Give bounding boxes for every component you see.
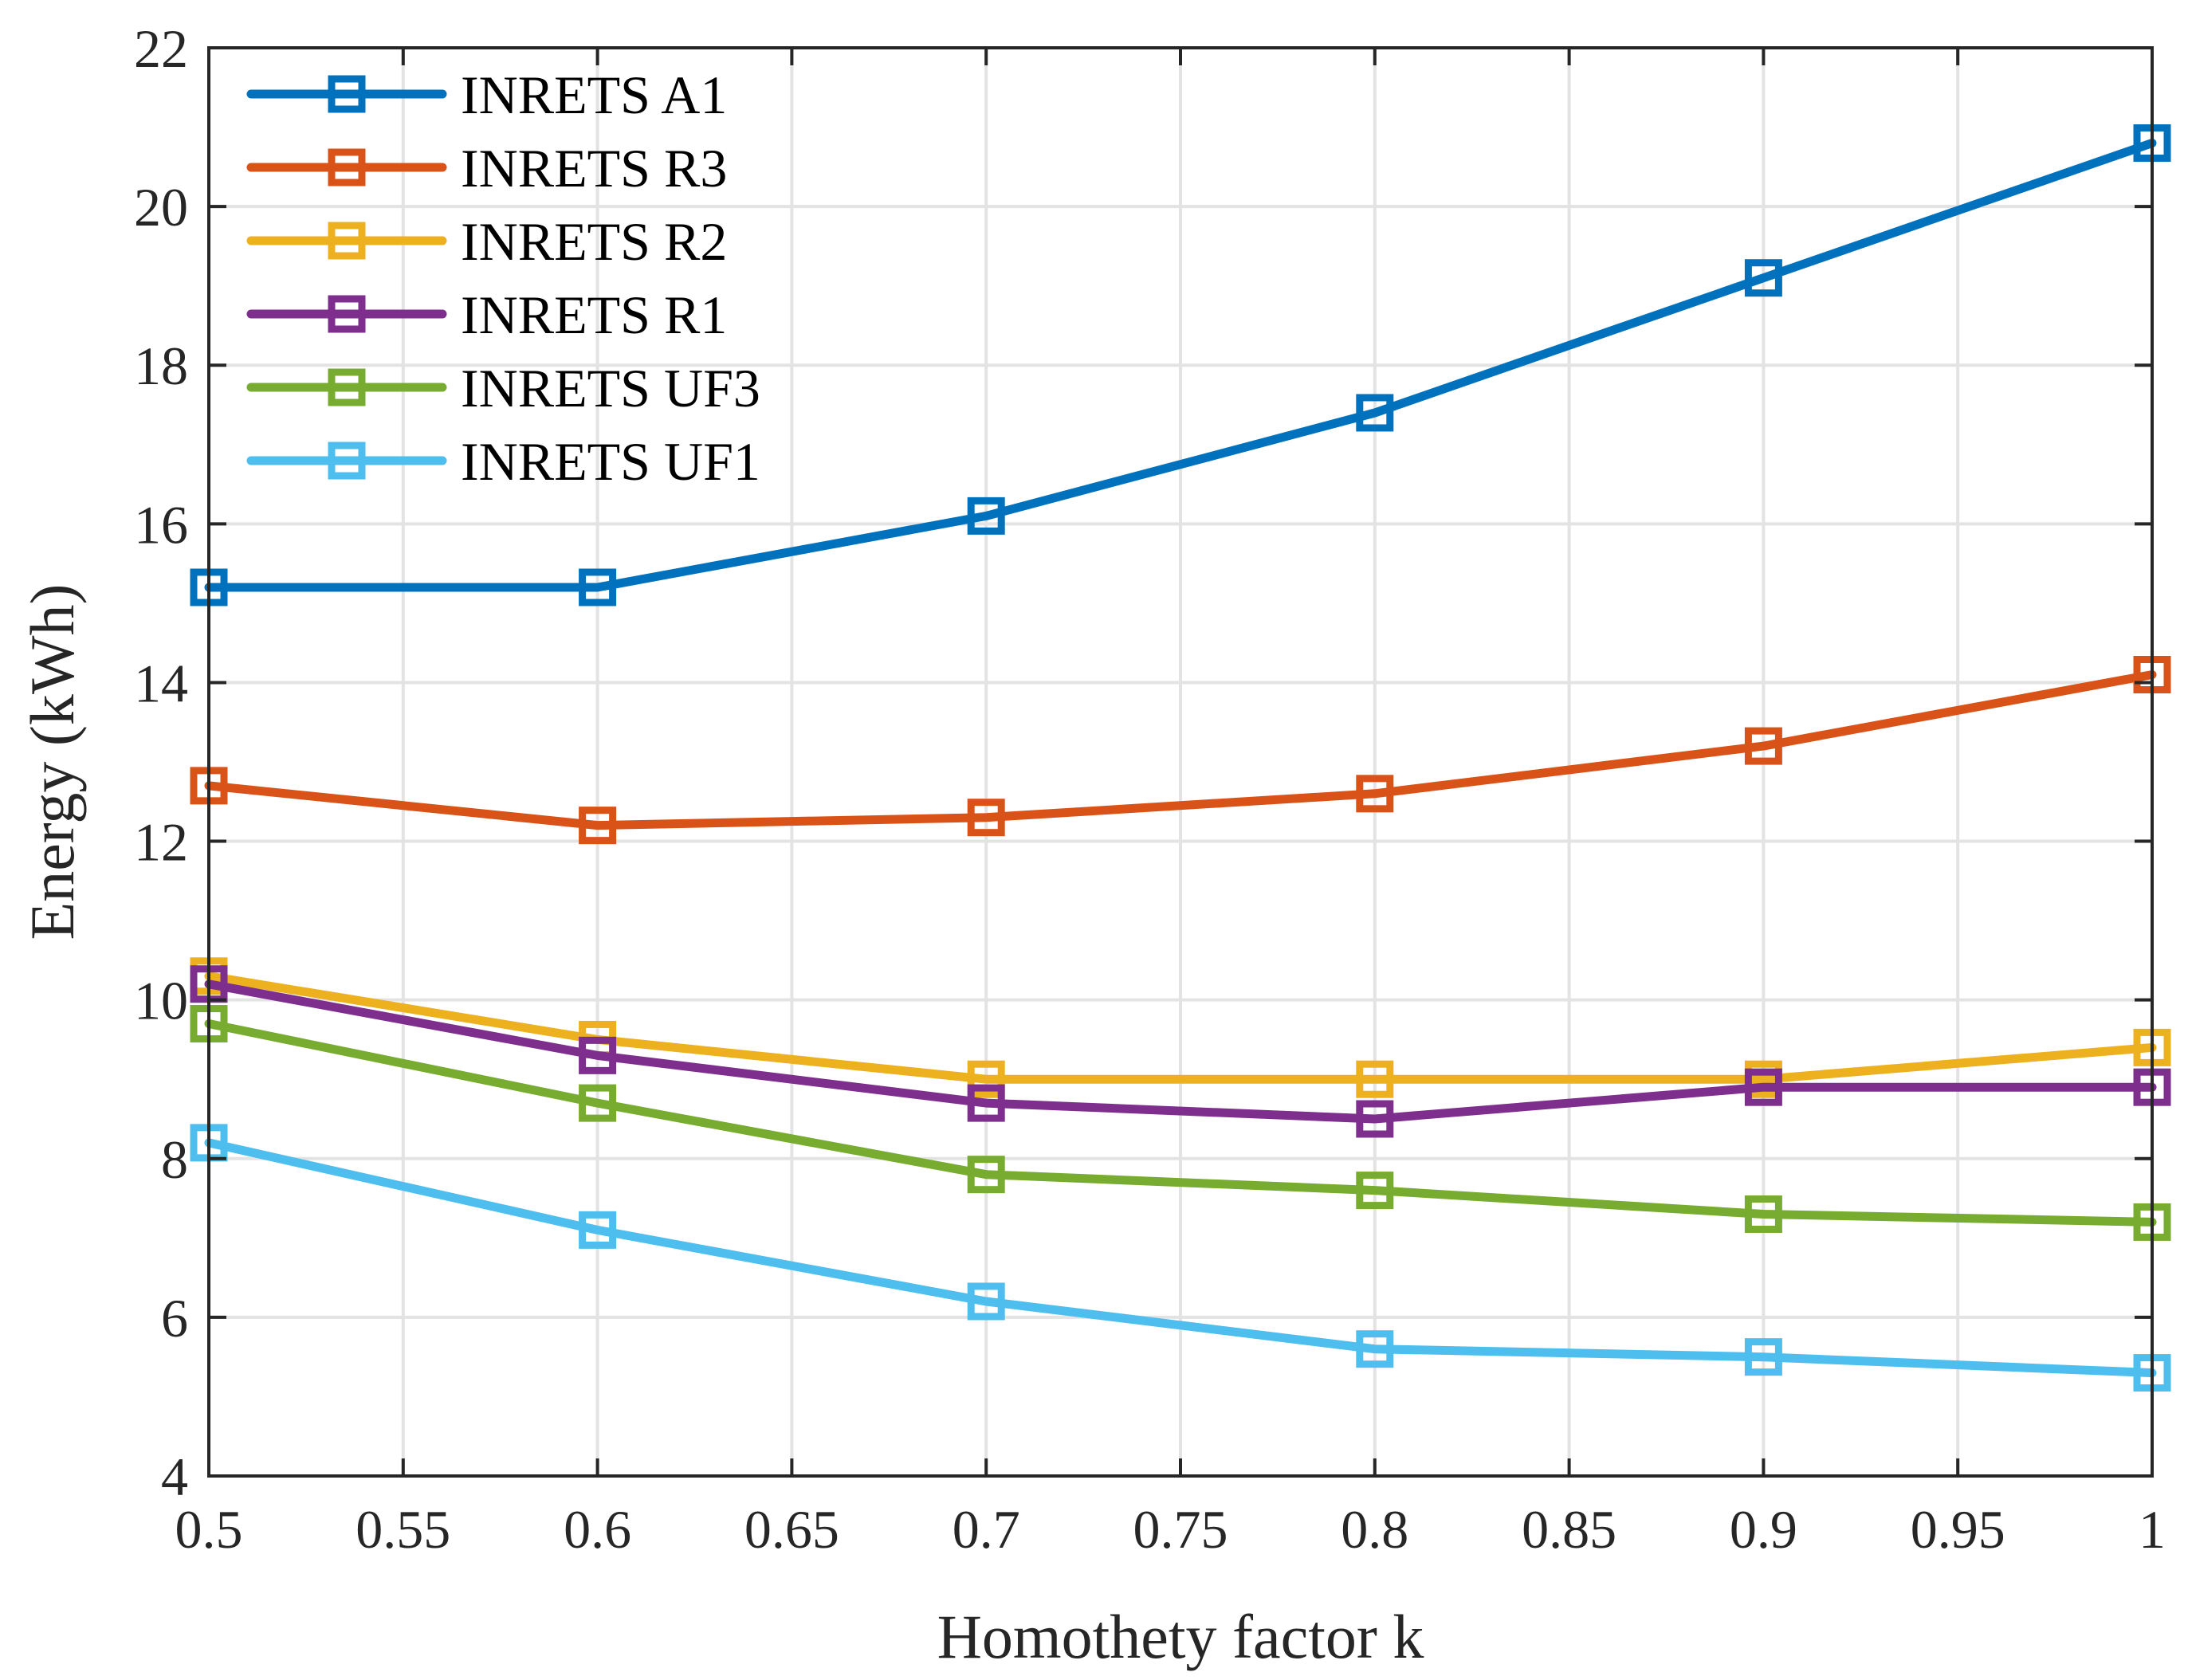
x-tick-label: 0.55 — [356, 1499, 450, 1560]
y-tick-label: 12 — [134, 812, 188, 873]
data-point-marker — [579, 1211, 617, 1249]
data-point-marker — [1356, 775, 1394, 813]
legend-entry: INRETS R2 — [246, 211, 727, 272]
axes — [207, 46, 2154, 1478]
x-axis-title: Homothety factor k — [937, 1602, 1424, 1671]
data-point-marker — [579, 1036, 617, 1074]
legend-entry: INRETS UF1 — [246, 431, 760, 492]
legend-marker — [328, 295, 366, 333]
data-point-marker — [579, 807, 617, 845]
data-point-marker — [1356, 1100, 1394, 1138]
legend-label: INRETS UF1 — [461, 431, 760, 492]
data-point-marker — [967, 1156, 1005, 1194]
x-tick-label: 0.7 — [953, 1499, 1020, 1560]
legend-entry: INRETS R1 — [246, 285, 727, 345]
data-point-marker — [1744, 1068, 1782, 1106]
y-tick-label: 18 — [134, 336, 188, 396]
tick-labels: 0.5 0.55 0.6 0.65 0.7 0.75 0.8 0.85 0.9 0.95 14681… — [134, 18, 2166, 1560]
legend-label: INRETS R1 — [461, 285, 727, 345]
legend-marker — [328, 442, 366, 480]
legend-marker — [328, 368, 366, 406]
x-tick-label: 0.5 — [175, 1499, 243, 1560]
legend-marker — [328, 222, 366, 260]
y-axis-title: Energy (kWh) — [18, 584, 87, 940]
x-tick-label: 0.65 — [744, 1499, 839, 1560]
series-line — [204, 1138, 2157, 1378]
y-tick-label: 8 — [161, 1129, 188, 1190]
legend-entry: INRETS A1 — [246, 65, 727, 125]
data-point-marker — [967, 799, 1005, 837]
legend-entry: INRETS UF3 — [246, 358, 760, 418]
legend-label: INRETS R3 — [461, 138, 727, 198]
y-tick-label: 20 — [134, 177, 188, 237]
data-point-marker — [1744, 1195, 1782, 1233]
x-tick-label: 0.9 — [1730, 1499, 1797, 1560]
y-tick-label: 4 — [161, 1446, 188, 1507]
data-point-marker — [1356, 1172, 1394, 1210]
legend-marker — [328, 75, 366, 113]
series-line — [204, 971, 2157, 1084]
data-point-marker — [1744, 259, 1782, 297]
data-point-marker — [579, 1084, 617, 1122]
x-tick-label: 0.6 — [564, 1499, 631, 1560]
x-tick-label: 0.85 — [1522, 1499, 1616, 1560]
series-line — [204, 670, 2157, 830]
data-point-marker — [1744, 727, 1782, 765]
data-point-marker — [579, 568, 617, 606]
series-layer — [190, 124, 2171, 1392]
x-tick-label: 0.8 — [1341, 1499, 1408, 1560]
series-line — [204, 979, 2157, 1124]
y-tick-label: 14 — [134, 653, 188, 713]
data-point-marker — [967, 1060, 1005, 1098]
x-tick-label: 1 — [2139, 1499, 2166, 1560]
y-tick-label: 22 — [134, 18, 188, 79]
x-tick-label: 0.95 — [1911, 1499, 2005, 1560]
data-point-marker — [1356, 1060, 1394, 1098]
data-point-marker — [1356, 1330, 1394, 1368]
series-line — [204, 139, 2157, 592]
legend: INRETS A1 INRETS R3 INRETS R2 INRETS R1 INRE… — [246, 65, 760, 492]
data-point-marker — [967, 497, 1005, 535]
x-tick-label: 0.75 — [1133, 1499, 1228, 1560]
data-point-marker — [1356, 394, 1394, 432]
legend-label: INRETS UF3 — [461, 358, 760, 418]
y-tick-label: 16 — [134, 494, 188, 555]
data-point-marker — [967, 1282, 1005, 1321]
series-inrets-uf1 — [190, 1124, 2171, 1392]
legend-marker — [328, 148, 366, 186]
legend-label: INRETS A1 — [461, 65, 727, 125]
data-point-marker — [1744, 1338, 1782, 1376]
grid — [209, 48, 2152, 1476]
y-tick-label: 10 — [134, 971, 188, 1031]
y-tick-label: 6 — [161, 1288, 188, 1348]
legend-label: INRETS R2 — [461, 211, 727, 272]
legend-entry: INRETS R3 — [246, 138, 727, 198]
series-line — [204, 1019, 2157, 1227]
data-point-marker — [967, 1084, 1005, 1122]
